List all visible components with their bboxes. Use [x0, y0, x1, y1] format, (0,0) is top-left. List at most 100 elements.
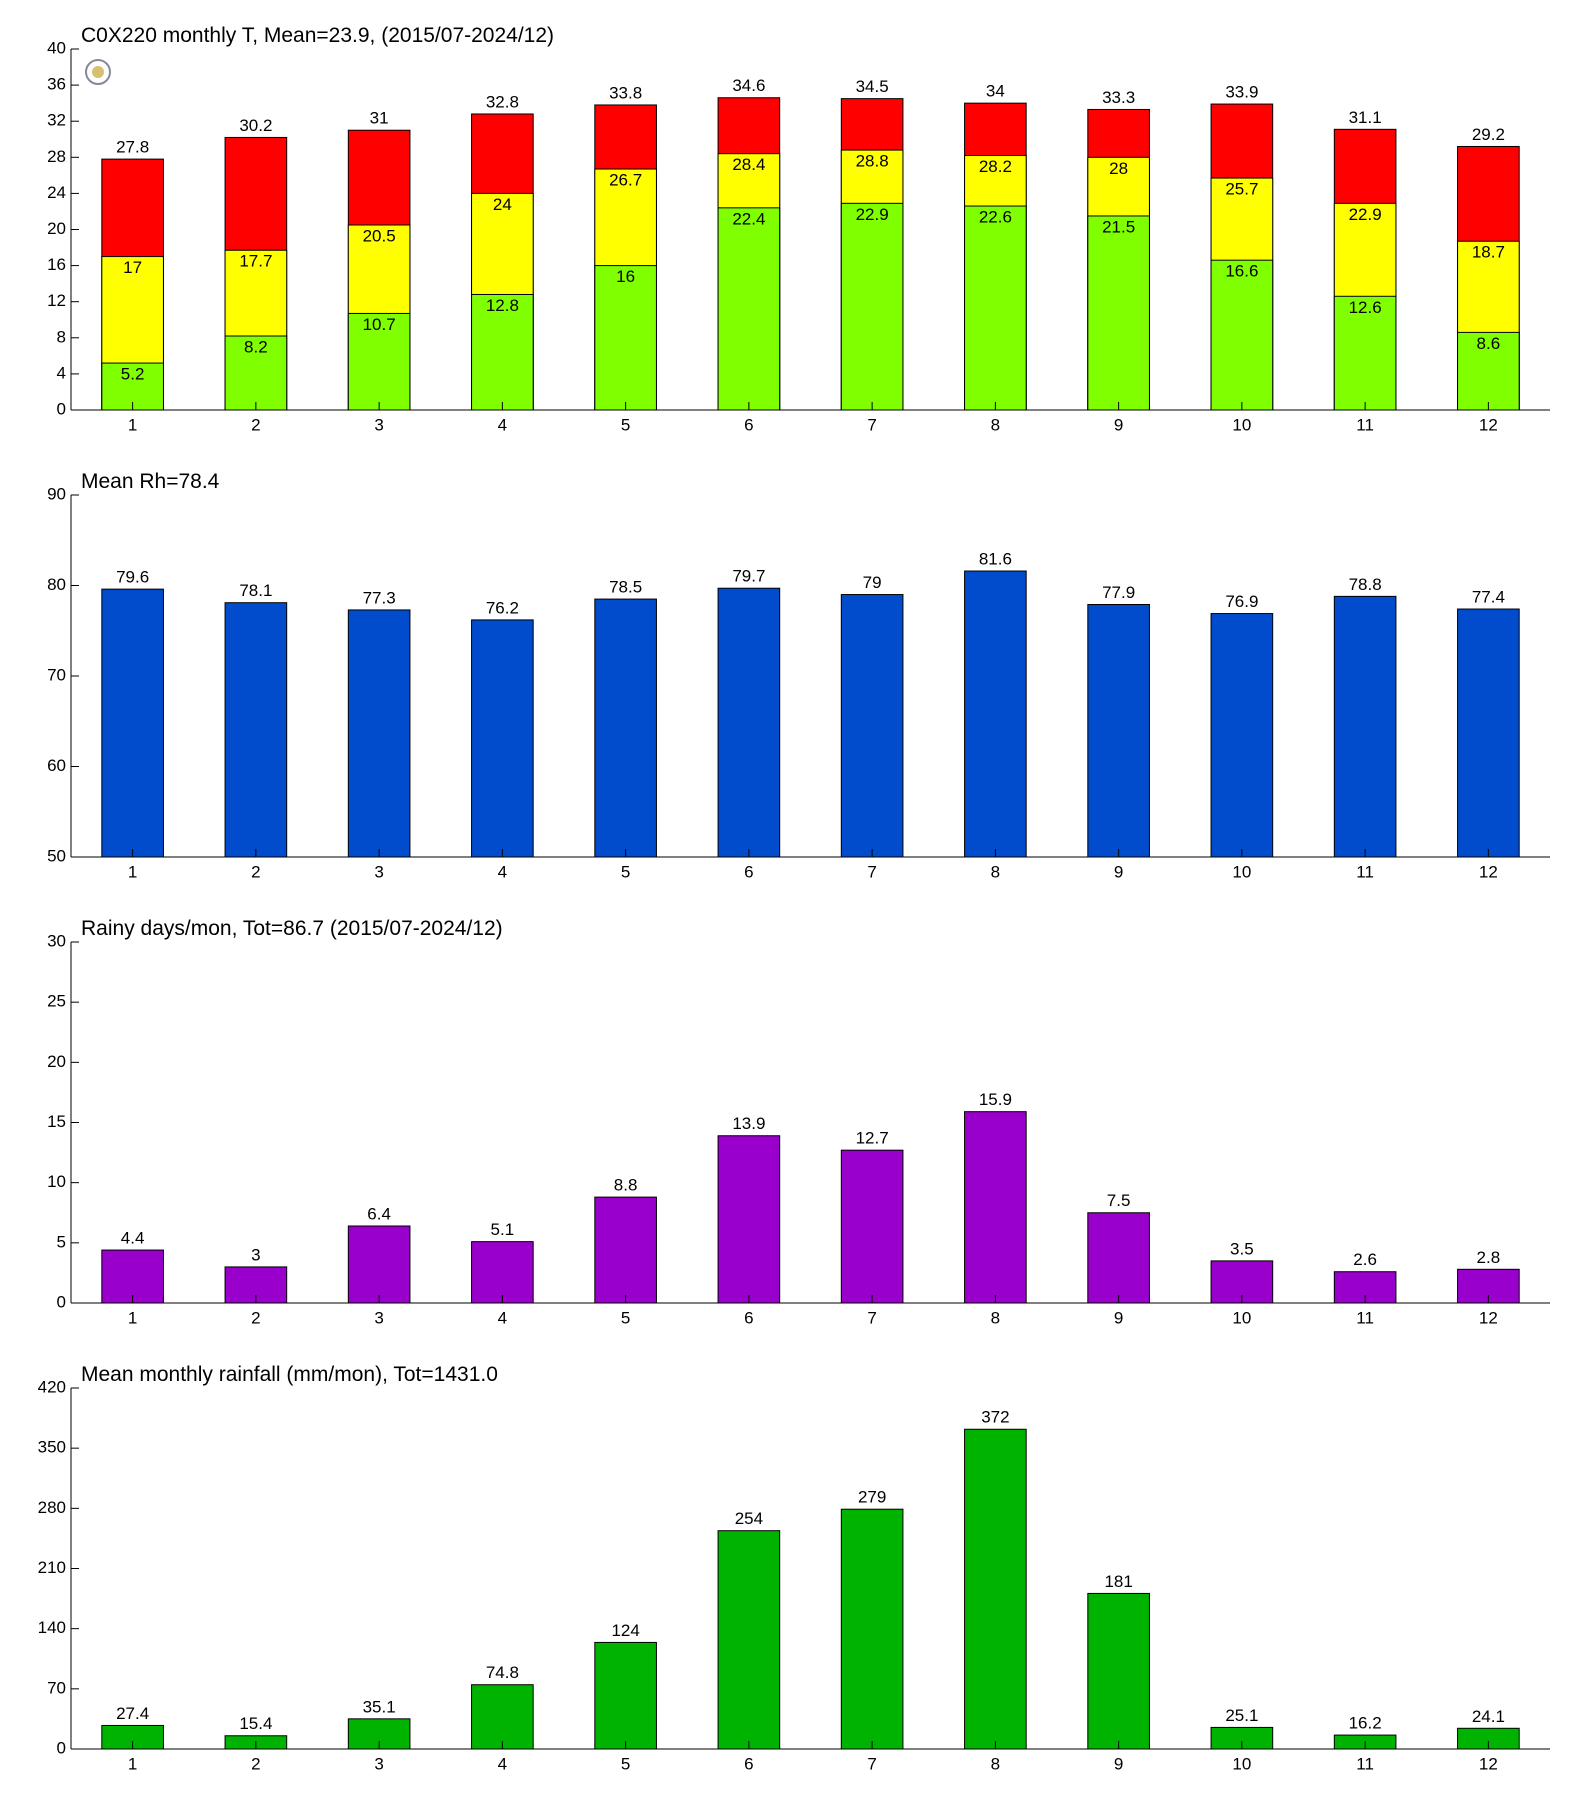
x-tick-label: 3: [374, 1754, 383, 1773]
value-label: 81.6: [979, 550, 1012, 569]
x-tick-label: 6: [744, 1308, 753, 1327]
y-tick-label: 36: [47, 75, 66, 94]
y-tick-label: 15: [47, 1112, 66, 1131]
value-label: 24: [493, 195, 512, 214]
y-tick-label: 28: [47, 147, 66, 166]
value-label: 17.7: [239, 252, 272, 271]
y-tick-label: 32: [47, 111, 66, 130]
value-label: 8.2: [244, 337, 268, 356]
bar: [1333, 295, 1397, 411]
bar: [1457, 608, 1520, 858]
bar: [964, 1111, 1027, 1304]
value-label: 28.4: [732, 155, 765, 174]
x-tick-label: 1: [128, 1754, 137, 1773]
value-label: 12.7: [856, 1129, 889, 1148]
value-label: 33.8: [609, 83, 642, 102]
x-tick-label: 9: [1114, 862, 1123, 881]
bar: [717, 1530, 781, 1750]
bar: [964, 1428, 1027, 1750]
x-tick-label: 12: [1479, 862, 1498, 881]
x-tick-label: 2: [251, 862, 260, 881]
x-tick-label: 11: [1356, 862, 1374, 881]
value-label: 16.2: [1349, 1714, 1382, 1733]
x-tick-label: 12: [1479, 1754, 1498, 1773]
value-label: 124: [611, 1621, 639, 1640]
x-tick-label: 6: [744, 415, 753, 434]
bar: [1333, 595, 1397, 858]
chart-title: Rainy days/mon, Tot=86.7 (2015/07-2024/1…: [81, 917, 503, 940]
y-tick-label: 20: [47, 219, 66, 238]
bar: [471, 1241, 534, 1304]
value-label: 79: [863, 573, 882, 592]
bar: [717, 587, 781, 858]
value-label: 17: [123, 258, 142, 277]
x-tick-label: 1: [128, 1308, 137, 1327]
bar: [717, 207, 781, 411]
value-label: 27.8: [116, 138, 149, 157]
value-label: 12.8: [486, 296, 519, 315]
bar: [1087, 604, 1150, 858]
value-label: 31: [370, 109, 389, 128]
value-label: 10.7: [363, 315, 396, 334]
bar: [594, 1641, 657, 1750]
x-tick-label: 2: [251, 1308, 260, 1327]
value-label: 28.8: [856, 152, 889, 171]
value-label: 30.2: [239, 116, 272, 135]
y-tick-label: 280: [38, 1498, 66, 1517]
y-tick-label: 60: [47, 756, 66, 775]
value-label: 18.7: [1472, 243, 1505, 262]
x-tick-label: 3: [374, 1308, 383, 1327]
y-tick-label: 25: [47, 992, 66, 1011]
value-label: 12.6: [1349, 298, 1382, 317]
bar: [594, 1196, 657, 1304]
y-tick-label: 5: [57, 1232, 66, 1251]
value-label: 22.4: [732, 209, 765, 228]
y-tick-label: 350: [38, 1438, 66, 1457]
value-label: 27.4: [116, 1704, 149, 1723]
value-label: 8.6: [1477, 334, 1501, 353]
x-tick-label: 4: [498, 1308, 507, 1327]
y-tick-label: 50: [47, 846, 66, 865]
x-tick-label: 5: [621, 1308, 630, 1327]
x-tick-label: 8: [991, 1308, 1000, 1327]
x-tick-label: 10: [1232, 862, 1251, 881]
bar: [840, 1149, 904, 1304]
bar: [224, 602, 288, 858]
x-tick-label: 3: [374, 862, 383, 881]
value-label: 279: [858, 1488, 886, 1507]
x-tick-label: 11: [1356, 1754, 1374, 1773]
value-label: 78.8: [1349, 575, 1382, 594]
value-label: 254: [735, 1509, 763, 1528]
value-label: 79.7: [732, 567, 765, 586]
y-tick-label: 420: [38, 1377, 66, 1396]
value-label: 16.6: [1225, 262, 1258, 281]
y-tick-label: 80: [47, 575, 66, 594]
bar: [840, 202, 904, 411]
y-tick-label: 0: [57, 1292, 66, 1311]
value-label: 76.9: [1225, 592, 1258, 611]
value-label: 5.2: [121, 365, 145, 384]
value-label: 22.9: [856, 205, 889, 224]
bar: [840, 594, 904, 858]
value-label: 25.1: [1225, 1706, 1258, 1725]
value-label: 79.6: [116, 568, 149, 587]
value-label: 77.9: [1102, 583, 1135, 602]
value-label: 25.7: [1225, 180, 1258, 199]
x-tick-label: 9: [1114, 1754, 1123, 1773]
bar: [471, 1684, 534, 1750]
value-label: 74.8: [486, 1663, 519, 1682]
value-label: 6.4: [367, 1204, 391, 1223]
x-tick-label: 3: [374, 415, 383, 434]
chart-title: C0X220 monthly T, Mean=23.9, (2015/07-20…: [81, 24, 554, 47]
value-label: 76.2: [486, 598, 519, 617]
value-label: 3.5: [1230, 1239, 1254, 1258]
x-tick-label: 4: [498, 1754, 507, 1773]
y-tick-label: 40: [47, 38, 66, 57]
value-label: 15.4: [239, 1714, 272, 1733]
value-label: 31.1: [1349, 108, 1382, 127]
value-label: 32.8: [486, 92, 519, 111]
x-tick-label: 10: [1232, 1308, 1251, 1327]
bar: [347, 1225, 411, 1304]
bar: [1087, 215, 1150, 411]
y-tick-label: 24: [47, 183, 66, 202]
